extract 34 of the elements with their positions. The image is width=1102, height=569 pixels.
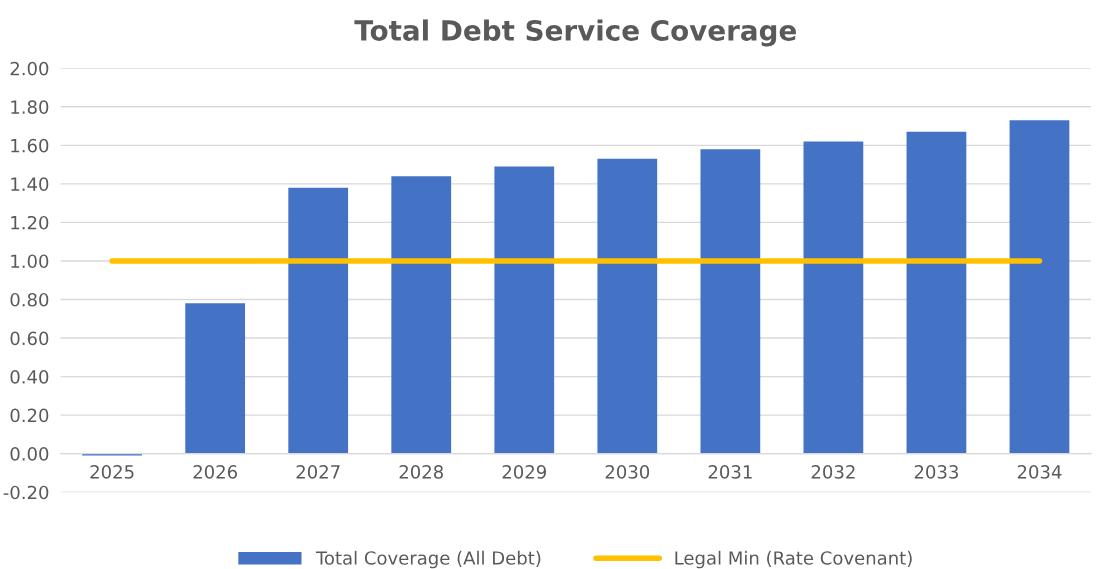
y-tick-label: 1.60	[11, 138, 49, 153]
bar	[700, 149, 761, 454]
legend-label: Total Coverage (All Debt)	[315, 550, 541, 569]
y-tick-label: 2.00	[10, 61, 49, 76]
x-tick-label: 2032	[811, 465, 855, 479]
y-tick-label: 1.00	[11, 254, 49, 269]
x-tick-label: 2027	[296, 465, 340, 479]
y-tick-label: 0.80	[10, 292, 49, 307]
bar	[906, 131, 967, 454]
x-tick-label: 2025	[90, 465, 134, 479]
x-tick-label: 2029	[502, 465, 546, 479]
bar	[1009, 120, 1070, 454]
y-tick-label: 0.60	[10, 331, 49, 346]
y-tick-label: 1.40	[11, 177, 49, 192]
y-tick-label: 1.20	[11, 215, 49, 230]
y-tick-label: 0.00	[10, 447, 49, 461]
y-tick-label: 0.20	[10, 408, 49, 423]
x-tick-label: 2028	[399, 465, 443, 479]
x-tick-label: 2030	[605, 465, 650, 479]
y-tick-label: -0.20	[3, 485, 49, 500]
bar	[597, 158, 658, 454]
x-tick-label: 2026	[193, 465, 237, 479]
y-tick-label: 1.80	[11, 100, 49, 114]
bar	[288, 187, 349, 454]
bar	[494, 166, 555, 454]
y-tick-label: 0.40	[10, 370, 49, 384]
x-tick-label: 2033	[914, 465, 958, 479]
legend-label: Legal Min (Rate Covenant)	[675, 550, 912, 569]
bar	[185, 303, 246, 454]
x-tick-label: 2031	[708, 465, 752, 479]
bar	[803, 141, 864, 454]
x-tick-label: 2034	[1017, 465, 1062, 479]
bar	[391, 176, 452, 454]
chart-title: Total Debt Service Coverage	[354, 19, 796, 47]
